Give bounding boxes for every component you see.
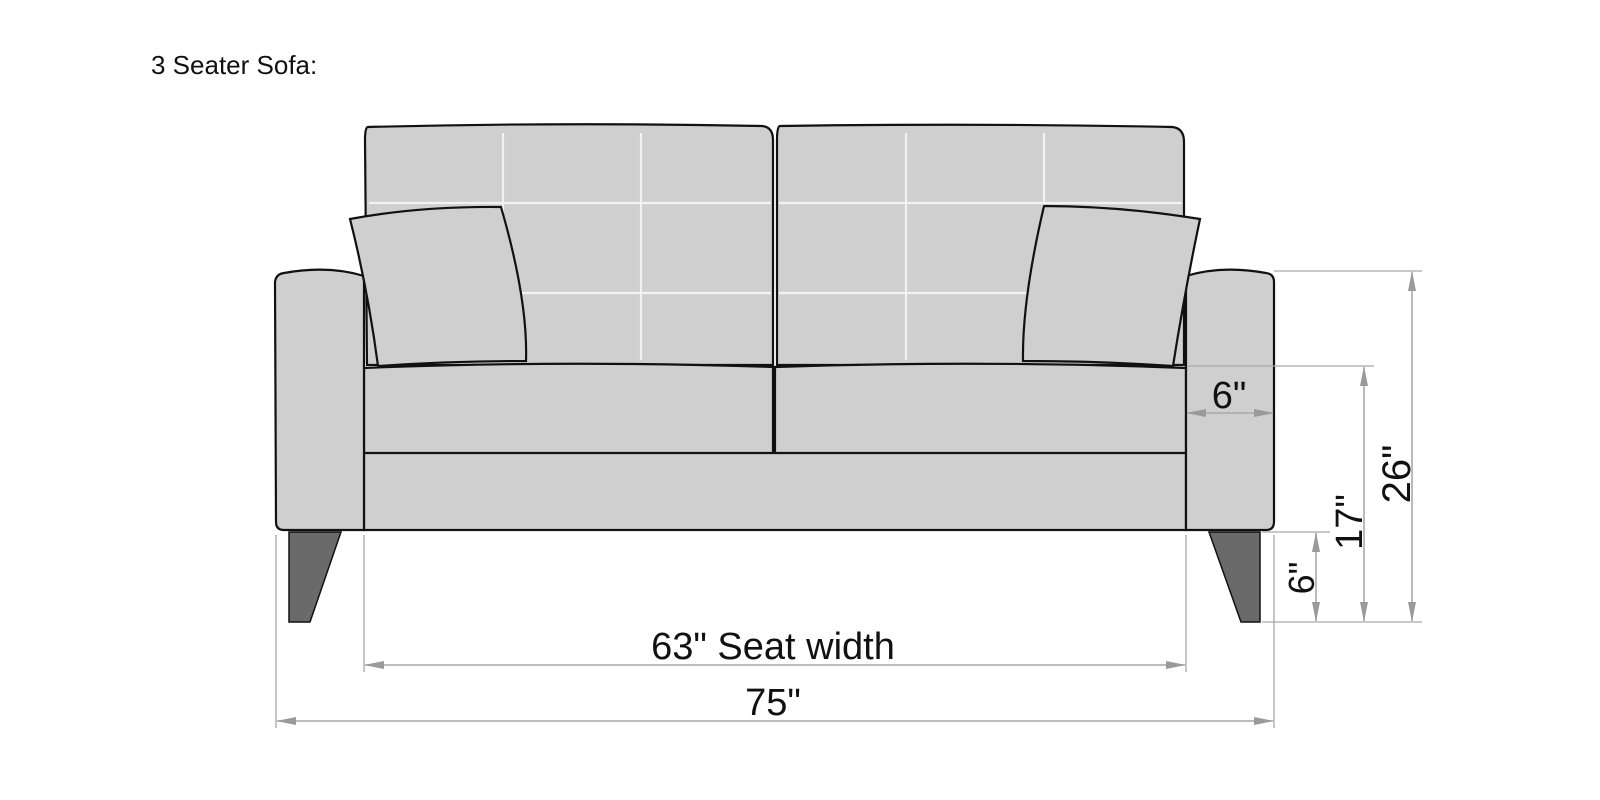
seat-cushions bbox=[362, 362, 1188, 455]
leg-left bbox=[288, 531, 343, 623]
label-overall-height: 26" bbox=[1375, 445, 1419, 504]
leg-right bbox=[1207, 531, 1261, 623]
diagram-title: 3 Seater Sofa: bbox=[151, 50, 318, 80]
legs bbox=[288, 531, 1261, 623]
pillow-left bbox=[348, 205, 528, 368]
seat-cushion-right bbox=[773, 362, 1188, 455]
right-arm bbox=[1184, 268, 1276, 532]
label-leg-height: 6" bbox=[1281, 562, 1322, 595]
seat-base bbox=[362, 450, 1188, 532]
arms bbox=[273, 268, 1276, 532]
label-seat-width: 63" Seat width bbox=[651, 626, 895, 668]
seat-cushion-left bbox=[362, 362, 775, 455]
dimension-labels: 6" 6" 17" 26" 63" Seat width 75" bbox=[651, 375, 1419, 724]
throw-pillows bbox=[348, 204, 1202, 368]
pillow-right bbox=[1021, 204, 1202, 368]
left-arm bbox=[273, 268, 366, 532]
label-overall-width: 75" bbox=[745, 682, 801, 724]
dimension-lines bbox=[276, 271, 1416, 725]
label-seat-height: 17" bbox=[1329, 494, 1371, 550]
label-arm-width: 6" bbox=[1212, 375, 1247, 417]
